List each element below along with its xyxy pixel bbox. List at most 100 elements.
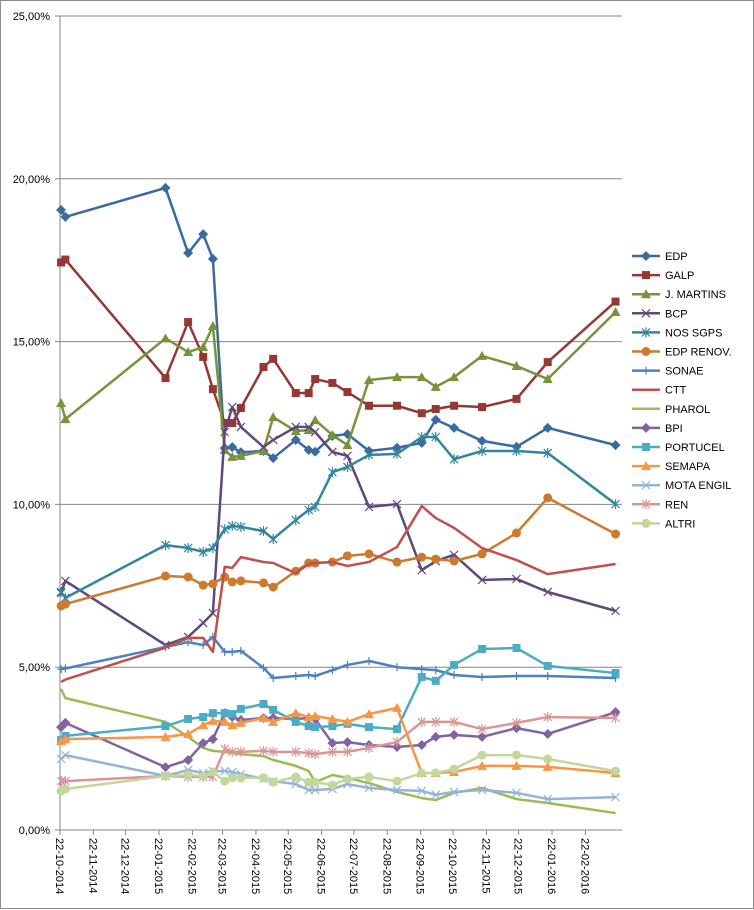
data-point-galp <box>184 318 193 327</box>
data-point-ren <box>310 749 320 760</box>
data-point-sonae <box>343 660 352 669</box>
data-point-sonae <box>543 671 552 680</box>
data-point-bpi <box>160 762 171 773</box>
data-point-altri <box>208 767 218 777</box>
data-point-altri <box>364 772 374 782</box>
data-point-galp <box>611 297 620 306</box>
data-point-semapa <box>342 716 353 726</box>
data-point-altri <box>543 754 553 764</box>
data-point-ren <box>392 737 402 748</box>
data-point-altri <box>304 777 314 787</box>
data-point-edp-renov <box>611 529 621 539</box>
data-point-mota-engil <box>512 788 521 798</box>
data-point-j-martins <box>610 306 621 316</box>
data-point-portucel <box>228 710 237 719</box>
legend-label: CTT <box>665 385 687 397</box>
data-point-bpi <box>60 717 71 728</box>
legend-item-bcp: BCP <box>632 308 688 320</box>
data-point-sonae <box>220 647 229 656</box>
data-point-bpi <box>430 731 441 742</box>
data-point-portucel <box>161 722 170 731</box>
data-point-nos-sgps <box>449 454 459 465</box>
data-point-altri <box>161 771 171 781</box>
legend-item-galp: GALP <box>632 270 694 282</box>
x-tick-label: 22-08-2015 <box>380 838 392 894</box>
data-point-semapa <box>198 720 209 730</box>
data-point-semapa <box>268 716 279 726</box>
data-point-galp <box>208 385 217 394</box>
data-point-edp <box>477 435 488 446</box>
data-point-sonae <box>392 663 401 672</box>
data-point-nos-sgps <box>291 515 301 526</box>
data-point-nos-sgps <box>327 467 337 478</box>
series-line-ctt <box>60 504 616 683</box>
data-point-j-martins <box>542 374 553 384</box>
data-point-j-martins <box>268 412 279 422</box>
data-point-j-martins <box>290 426 301 436</box>
data-point-bcp <box>220 427 230 437</box>
legend-label: EDP <box>665 251 688 263</box>
data-point-j-martins <box>235 450 246 460</box>
x-tick-label: 22-11-2015 <box>479 838 491 893</box>
data-point-j-martins <box>258 446 269 456</box>
data-point-j-martins <box>449 372 460 382</box>
legend-item-edp: EDP <box>632 251 688 263</box>
x-tick-label: 22-02-2016 <box>578 838 590 894</box>
data-point-nos-sgps <box>417 432 427 443</box>
data-point-ren <box>417 716 427 727</box>
data-point-bpi <box>198 738 209 749</box>
series-altri <box>56 750 621 796</box>
legend-item-nos-sgps: NOS SGPS <box>632 327 722 339</box>
data-point-semapa <box>327 713 338 723</box>
legend-label: PORTUCEL <box>665 442 725 454</box>
data-point-galp <box>291 389 300 398</box>
data-point-ren <box>449 716 459 727</box>
data-point-bcp <box>364 502 374 512</box>
x-axis-labels: 22-10-2014 22-11-2014 22-12-2014 22-01-2015… <box>53 838 590 894</box>
data-point-portucel <box>611 669 620 678</box>
data-point-nos-sgps <box>227 520 237 531</box>
data-point-bcp <box>304 422 314 432</box>
x-tick-label: 22-10-2014 <box>53 838 65 894</box>
data-point-edp <box>198 229 209 240</box>
legend-marker <box>641 480 651 490</box>
data-point-semapa <box>219 716 230 726</box>
data-point-portucel <box>543 661 552 670</box>
data-point-sonae <box>478 672 487 681</box>
data-point-altri <box>449 764 459 774</box>
data-point-portucel <box>311 723 320 732</box>
data-point-ren <box>220 743 230 754</box>
legend-label: NOS SGPS <box>665 327 722 339</box>
data-point-sonae <box>184 638 193 647</box>
data-point-galp <box>236 404 245 413</box>
data-point-mota-engil <box>543 794 553 804</box>
data-point-galp <box>259 362 268 371</box>
data-point-ren <box>611 712 620 723</box>
data-point-ren <box>259 745 268 756</box>
data-point-edp <box>227 442 238 453</box>
data-point-edp-renov <box>236 576 246 586</box>
data-point-mota-engil <box>364 783 374 793</box>
data-point-mota-engil <box>310 785 320 795</box>
legend-item-pharol: PHAROL <box>632 404 710 416</box>
data-point-semapa <box>391 702 402 712</box>
data-point-altri <box>268 777 278 787</box>
x-tick-label: 22-04-2015 <box>249 838 261 894</box>
data-point-ren <box>431 716 441 727</box>
data-point-edp-renov <box>449 556 459 566</box>
data-point-mota-engil <box>291 779 301 789</box>
data-point-edp-renov <box>431 554 441 564</box>
data-point-sonae <box>311 671 320 680</box>
data-point-mota-engil <box>220 766 230 776</box>
x-tick-label: 22-10-2015 <box>446 838 458 894</box>
data-point-galp <box>228 419 237 427</box>
legend-marker <box>641 251 651 261</box>
data-point-portucel <box>450 660 459 669</box>
data-point-j-martins <box>416 372 427 382</box>
data-point-j-martins <box>198 342 209 352</box>
data-point-edp <box>60 211 71 222</box>
data-point-galp <box>199 352 208 361</box>
legend-item-sonae: SONAE <box>632 366 704 378</box>
data-point-edp <box>207 253 218 264</box>
